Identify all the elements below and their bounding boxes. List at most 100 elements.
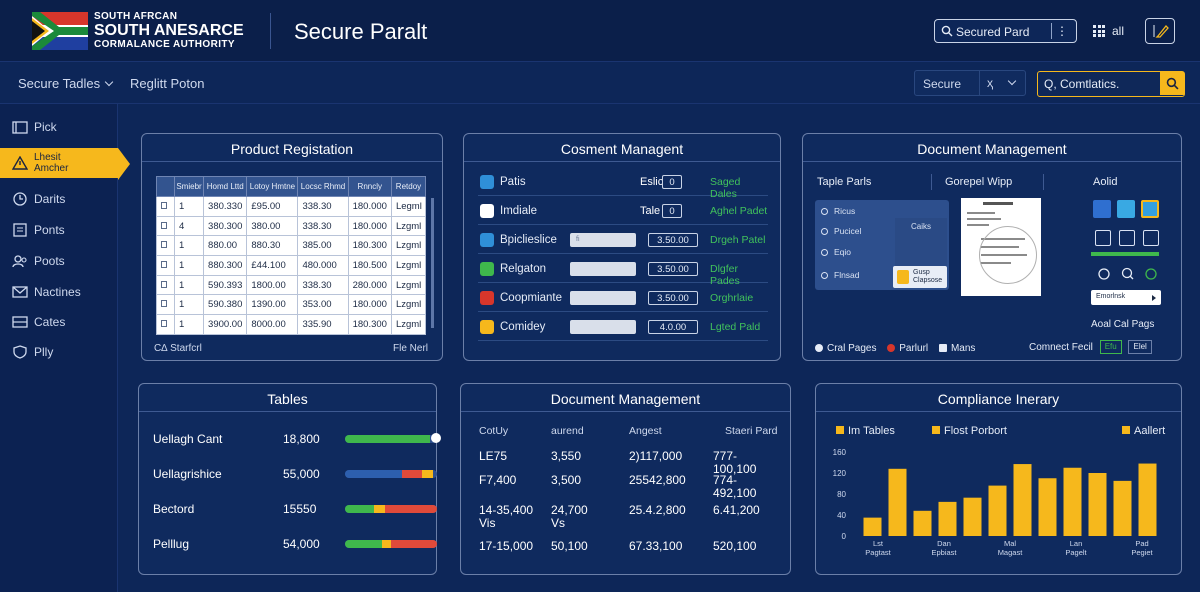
checkbox-icon — [161, 260, 167, 268]
consent-row[interactable]: Comidey 4.0.00 Lgted Pald — [478, 317, 768, 341]
table-footer-left[interactable]: C∆ Starfcrl — [154, 343, 202, 354]
list-item[interactable]: Flnsad — [821, 270, 860, 280]
table-cell: Lzgml — [390, 274, 427, 296]
table-row[interactable]: 1 380.330 £95.00 338.30 180.000 Legml — [156, 196, 427, 217]
list-item[interactable]: Pucicel — [821, 226, 861, 236]
status-badge: Drgeh Patel — [710, 234, 766, 246]
table-scrollbar[interactable] — [431, 198, 434, 328]
consent-input[interactable] — [570, 262, 636, 276]
user-icon[interactable] — [1095, 230, 1111, 246]
document-preview[interactable] — [961, 198, 1041, 296]
row-checkbox[interactable] — [156, 294, 175, 316]
legend-item: Aallert — [1122, 425, 1165, 437]
secure-select[interactable]: Secure ҳ — [914, 70, 1026, 96]
people-icon — [12, 255, 27, 268]
table-cell: 880.30 — [246, 235, 299, 257]
select-value: Secure — [923, 77, 962, 91]
edit-button[interactable] — [1145, 18, 1175, 44]
table-row[interactable]: 1 3900.00 8000.00 335.90 180.300 Lzgml — [156, 314, 427, 335]
list-item[interactable]: Ricus — [821, 206, 855, 216]
dropdown-select[interactable]: Emorlnsk — [1091, 290, 1161, 305]
document-management-bottom-panel: Document Management CotUy aurend Angest Sta… — [460, 383, 791, 575]
progress-segment — [345, 470, 403, 478]
table-header-cell[interactable]: Homd Lttd — [203, 176, 248, 197]
table-header-cell[interactable]: Smiebr — [173, 176, 205, 197]
table-row[interactable]: 4 380.300 380.00 338.30 180.000 Lzgml — [156, 215, 427, 237]
nav-secure-tables[interactable]: Secure Tadles — [18, 76, 114, 91]
south-africa-flag-logo — [32, 12, 88, 50]
row-checkbox[interactable] — [156, 215, 175, 237]
sidebar-item-darits[interactable]: Darits — [0, 184, 118, 214]
table-header-cell[interactable]: Rnncly — [347, 176, 392, 197]
person-icon[interactable] — [1119, 230, 1135, 246]
table-cell: 338.30 — [297, 274, 349, 296]
action-icons[interactable] — [1097, 266, 1161, 282]
sidebar-item-cates[interactable]: Cates — [0, 307, 118, 337]
footer-box[interactable]: Efu — [1099, 340, 1122, 354]
sidebar-item-ponts[interactable]: Ponts — [0, 215, 118, 245]
kebab-menu-icon[interactable]: ⋮ — [1056, 24, 1068, 38]
apps-grid-icon[interactable] — [1093, 25, 1105, 37]
table-header-cell[interactable]: Locsc Rhmd — [297, 176, 349, 197]
chart-bar — [1013, 464, 1032, 536]
column-label: Aolid — [1093, 176, 1118, 188]
row-value: 55,000 — [283, 467, 320, 481]
footer-box[interactable]: Elel — [1128, 340, 1152, 354]
search-button[interactable] — [1160, 72, 1184, 95]
consent-value[interactable]: 3.50.00 — [648, 291, 698, 305]
table-cell: 3,500 — [551, 473, 582, 487]
checkbox-icon — [161, 221, 167, 229]
sidebar-item-active[interactable]: Lhesit Amcher — [0, 148, 130, 180]
folder-icon — [12, 121, 28, 134]
row-checkbox[interactable] — [156, 255, 175, 276]
consent-input[interactable] — [570, 320, 636, 334]
consent-value[interactable]: 3.50.00 — [648, 233, 698, 247]
table-cell: 24,700 Vs — [551, 503, 588, 531]
list-item[interactable]: Eqio — [821, 247, 851, 257]
chat-icon[interactable] — [1117, 200, 1135, 218]
table-row[interactable]: 1 590.393 1800.00 338.30 280.000 Lzgml — [156, 274, 427, 296]
badge-icon[interactable] — [1141, 200, 1159, 218]
right-label: Aoal Cal Pags — [1091, 319, 1155, 330]
nav-register-portal[interactable]: Reglitt Poton — [130, 76, 205, 91]
table-cell: 380.00 — [246, 215, 299, 237]
consent-row[interactable]: Coopmiante 3.50.00 Orghrlaie — [478, 288, 768, 312]
consent-value[interactable]: 0 — [662, 175, 682, 189]
row-checkbox[interactable] — [156, 314, 175, 335]
progress-knob[interactable] — [431, 433, 441, 443]
consent-value[interactable]: 0 — [662, 204, 682, 218]
consent-value[interactable]: 3.50.00 — [648, 262, 698, 276]
user-icon[interactable] — [1093, 200, 1111, 218]
consent-row[interactable]: Patis Eslic 0 Saged Dales — [478, 172, 768, 200]
sidebar-item-nactines[interactable]: Nactines — [0, 277, 118, 307]
all-link[interactable]: all — [1112, 24, 1125, 38]
selected-chip[interactable]: Gusp Clapsose — [893, 266, 947, 288]
table-row[interactable]: 1 880.00 880.30 385.00 180.300 Lzgml — [156, 235, 427, 257]
row-checkbox[interactable] — [156, 274, 175, 296]
consent-value[interactable]: 4.0.00 — [648, 320, 698, 334]
consent-row[interactable]: Bpiclieslice fi 3.50.00 Drgeh Patel — [478, 230, 768, 254]
compliance-search-input[interactable]: Q, Comtlatics. — [1037, 71, 1185, 97]
table-footer-right[interactable]: Fle Nerl — [392, 343, 428, 354]
row-checkbox[interactable] — [156, 235, 175, 257]
table-header-cell[interactable]: Retdoy — [390, 176, 427, 197]
table-header-cell[interactable]: Lotoy Hmtne — [246, 176, 299, 197]
consent-row[interactable]: Relgaton 3.50.00 Dlgfer Pades — [478, 259, 768, 287]
consent-input[interactable] — [570, 291, 636, 305]
table-row[interactable]: 1 590.380 1390.00 353.00 180.000 Lzgml — [156, 294, 427, 316]
y-tick-label: 80 — [837, 490, 846, 499]
consent-input[interactable]: fi — [570, 233, 636, 247]
header-search-input[interactable]: Secured Pard ⋮ — [934, 19, 1077, 43]
sidebar-item-plly[interactable]: Plly — [0, 337, 118, 367]
consent-label: Tale — [640, 205, 661, 217]
people-icon[interactable] — [1143, 230, 1159, 246]
sidebar-item-pick[interactable]: Pick — [0, 112, 118, 142]
table-cell: 880.00 — [203, 235, 248, 257]
consent-name: Patis — [500, 176, 526, 188]
status-badge: Lgted Pald — [710, 321, 761, 333]
row-checkbox[interactable] — [156, 196, 175, 217]
table-row[interactable]: 1 880.300 £44.100 480.000 180.500 Lzgml — [156, 255, 427, 276]
sidebar-item-poots[interactable]: Poots — [0, 246, 118, 276]
consent-row[interactable]: Imdiale Tale 0 Aghel Padet — [478, 201, 768, 225]
checkbox-icon — [161, 201, 167, 209]
